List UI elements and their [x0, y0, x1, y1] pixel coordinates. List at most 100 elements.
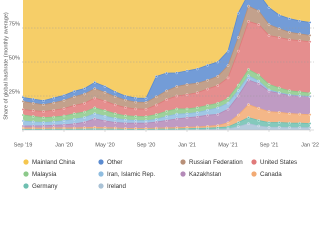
y-tick-label: 50%	[9, 55, 20, 61]
point	[72, 117, 76, 121]
point	[277, 126, 281, 129]
point	[247, 122, 250, 125]
point	[216, 124, 220, 127]
point	[134, 121, 138, 125]
y-tick-label: 25%	[9, 89, 20, 95]
point	[144, 115, 148, 118]
point	[22, 96, 25, 99]
point	[257, 23, 261, 26]
point	[206, 125, 209, 128]
point	[165, 98, 168, 101]
point	[236, 36, 240, 39]
point	[62, 107, 66, 110]
point	[22, 119, 25, 123]
point	[216, 84, 220, 87]
point	[62, 99, 66, 102]
point	[124, 114, 127, 117]
plot-area	[22, 0, 312, 130]
point	[277, 111, 281, 114]
point	[72, 122, 76, 126]
point	[226, 64, 230, 67]
legend-label: Other	[107, 159, 122, 166]
point	[267, 34, 271, 37]
point	[175, 117, 179, 121]
point	[31, 120, 35, 124]
point	[298, 32, 302, 36]
point	[288, 30, 291, 34]
point	[22, 124, 25, 128]
point	[247, 78, 250, 82]
point	[103, 126, 107, 129]
legend-label: Mainland China	[32, 159, 76, 166]
point	[236, 113, 240, 117]
point	[31, 109, 35, 112]
point	[206, 113, 209, 117]
point	[83, 92, 86, 96]
point	[165, 126, 168, 130]
point	[257, 79, 261, 83]
point	[206, 108, 209, 112]
point	[195, 91, 199, 95]
point	[165, 115, 168, 118]
point	[154, 75, 158, 78]
area	[23, 0, 310, 105]
point	[31, 97, 35, 101]
point	[216, 113, 220, 116]
point	[267, 126, 271, 129]
point	[113, 112, 117, 115]
legend-label: Iran, Islamic Rep.	[107, 171, 155, 178]
point	[134, 127, 138, 130]
point	[93, 96, 97, 100]
point	[206, 87, 209, 91]
point	[267, 88, 271, 92]
point	[288, 17, 291, 20]
legend-swatch	[98, 183, 104, 189]
point	[113, 117, 117, 120]
point	[93, 112, 97, 115]
point	[52, 101, 56, 105]
point	[195, 111, 199, 114]
point	[247, 68, 250, 71]
area	[23, 104, 310, 130]
point	[22, 108, 25, 111]
point	[216, 126, 220, 129]
point	[103, 109, 107, 112]
point	[31, 101, 35, 105]
point	[195, 81, 199, 85]
point	[154, 95, 158, 99]
point	[52, 126, 56, 130]
point	[154, 120, 158, 124]
point	[52, 96, 56, 100]
point	[298, 19, 302, 23]
point	[195, 106, 199, 109]
legend-swatch	[251, 171, 257, 177]
x-tick-label: May '21	[218, 142, 237, 148]
point	[195, 115, 199, 119]
point	[113, 126, 117, 130]
point	[165, 89, 168, 93]
point	[31, 115, 35, 118]
legend-swatch	[23, 159, 29, 165]
point	[236, 83, 240, 87]
area	[23, 0, 310, 101]
point	[83, 87, 86, 90]
point	[42, 126, 45, 130]
point	[22, 100, 25, 103]
x-tick-label: Sep '19	[14, 142, 33, 148]
point	[308, 113, 312, 116]
point	[226, 76, 230, 80]
point	[308, 122, 312, 125]
point	[288, 93, 291, 97]
point	[247, 103, 250, 106]
point	[298, 90, 302, 94]
point	[103, 119, 107, 123]
point	[257, 106, 261, 110]
point	[308, 91, 312, 95]
point	[236, 121, 240, 124]
point	[134, 115, 138, 118]
point	[206, 104, 209, 107]
point	[72, 104, 76, 107]
point	[52, 123, 56, 127]
legend-label: Russian Federation	[189, 159, 243, 166]
area	[23, 21, 310, 118]
